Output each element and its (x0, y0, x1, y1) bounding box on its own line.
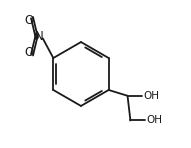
Text: OH: OH (143, 91, 159, 101)
Text: O: O (25, 46, 34, 59)
Text: N: N (35, 30, 44, 43)
Text: O: O (25, 14, 34, 27)
Text: OH: OH (146, 115, 162, 126)
